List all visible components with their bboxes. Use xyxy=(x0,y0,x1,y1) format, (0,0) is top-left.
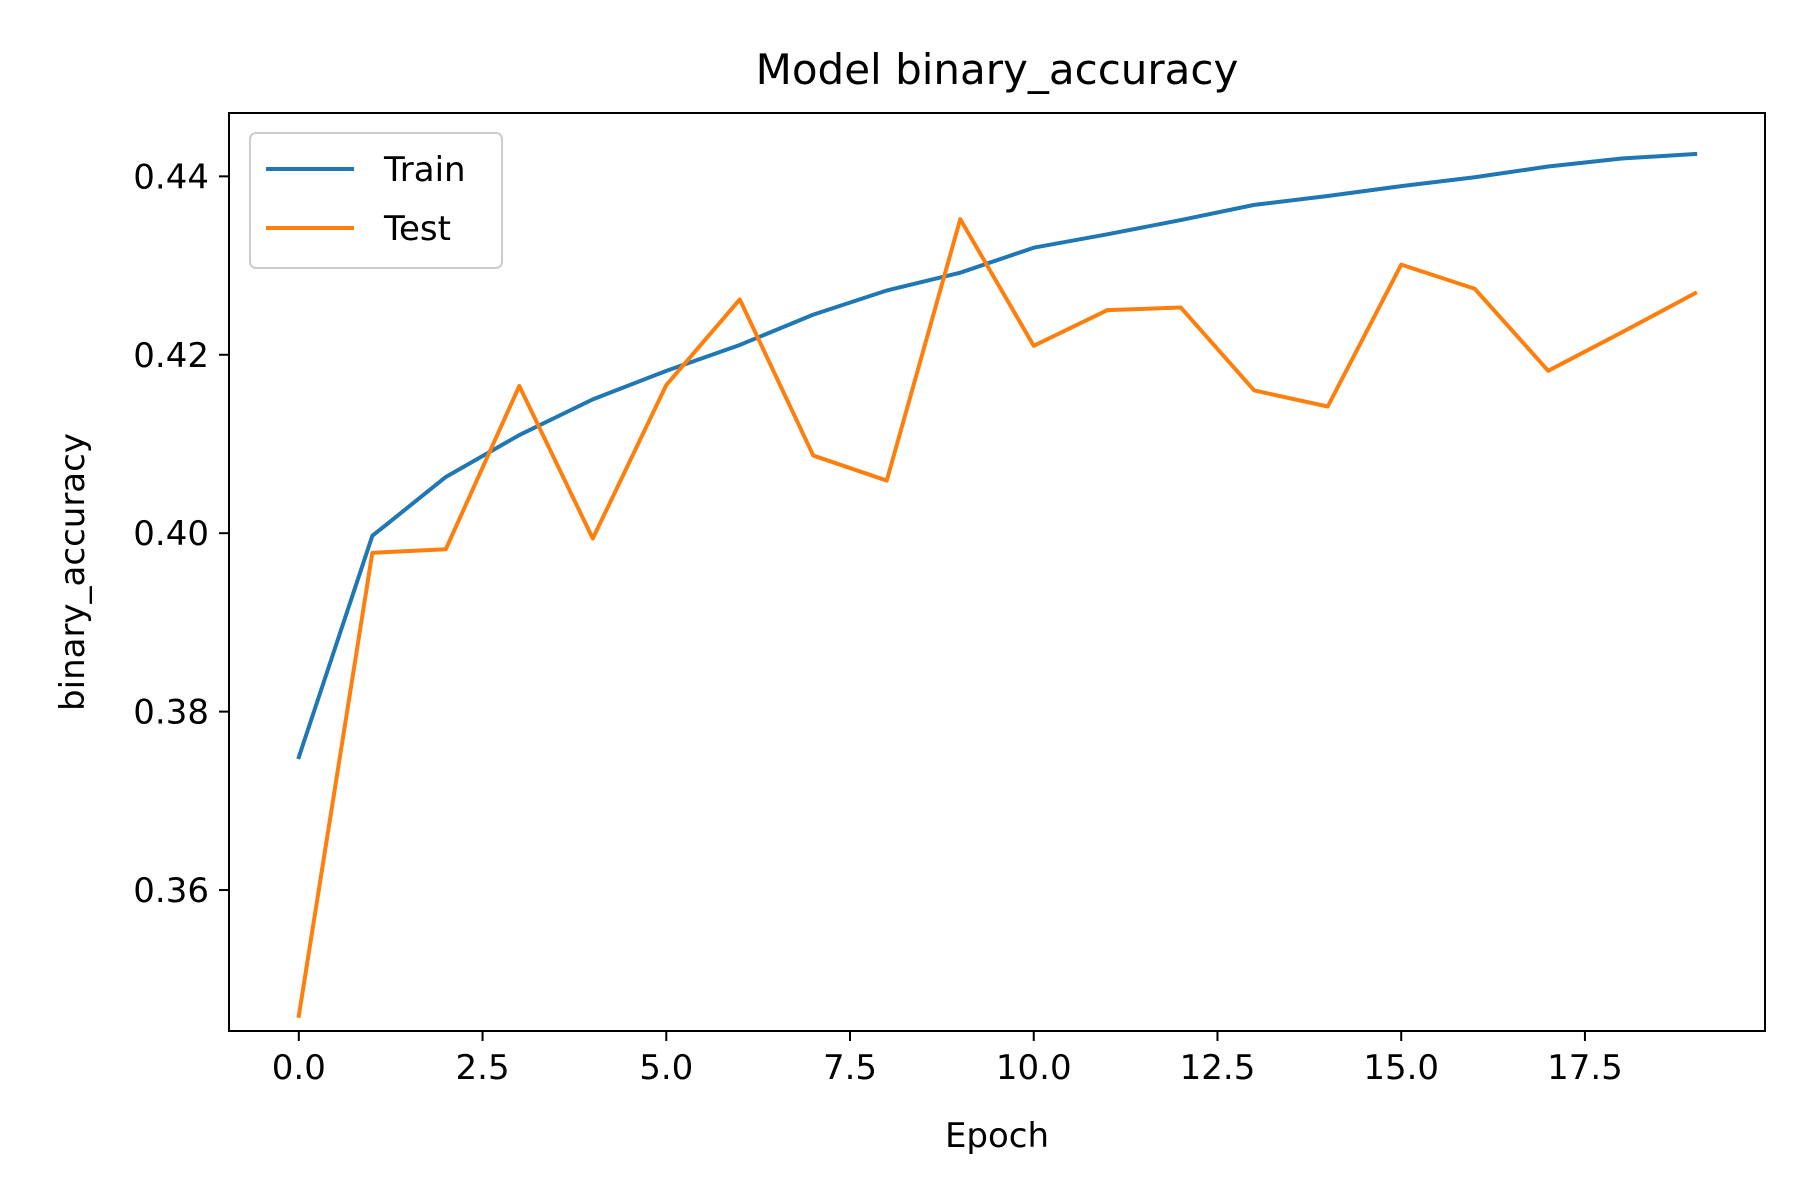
y-axis-title: binary_accuracy xyxy=(53,433,93,711)
x-tick-label: 17.5 xyxy=(1547,1048,1623,1088)
x-tick-label: 12.5 xyxy=(1180,1048,1256,1088)
series-lines xyxy=(296,151,1698,1019)
y-tick-label: 0.42 xyxy=(133,336,209,376)
x-axis-ticks: 0.0 2.5 5.0 7.5 10.0 12.5 15.0 17.5 xyxy=(272,1031,1623,1088)
series-line-test xyxy=(296,217,1698,1019)
y-tick-label: 0.40 xyxy=(133,514,209,554)
x-tick-label: 5.0 xyxy=(639,1048,693,1088)
series-line-train xyxy=(296,151,1698,760)
x-tick-label: 15.0 xyxy=(1363,1048,1439,1088)
x-axis-title: Epoch xyxy=(945,1116,1049,1156)
x-tick-label: 2.5 xyxy=(456,1048,510,1088)
x-tick-label: 7.5 xyxy=(823,1048,877,1088)
legend-label-train: Train xyxy=(383,150,466,190)
y-tick-label: 0.38 xyxy=(133,693,209,733)
y-axis-ticks: 0.36 0.38 0.40 0.42 0.44 xyxy=(133,157,229,911)
chart-title: Model binary_accuracy xyxy=(756,45,1239,94)
plot-area-frame xyxy=(228,112,1766,1032)
y-tick-label: 0.36 xyxy=(133,871,209,911)
x-tick-label: 0.0 xyxy=(272,1048,326,1088)
x-tick-label: 10.0 xyxy=(996,1048,1072,1088)
legend: Train Test xyxy=(249,132,503,269)
legend-box xyxy=(249,132,503,269)
y-tick-label: 0.44 xyxy=(133,157,209,197)
legend-label-test: Test xyxy=(383,209,451,249)
